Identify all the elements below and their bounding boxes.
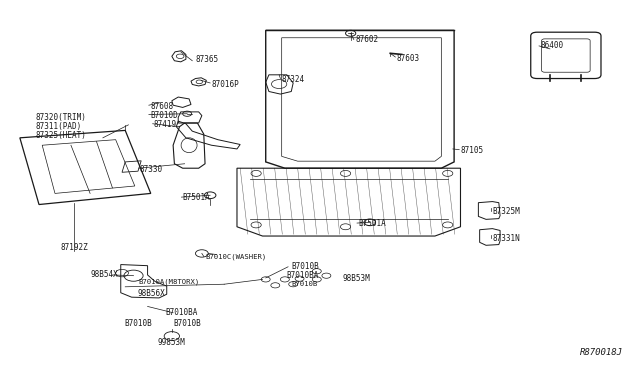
Text: B7010B: B7010B — [173, 319, 201, 328]
Text: 87603: 87603 — [397, 54, 420, 62]
Text: 87320(TRIM): 87320(TRIM) — [36, 113, 86, 122]
Text: 86400: 86400 — [540, 41, 563, 51]
Text: 87325(HEAT): 87325(HEAT) — [36, 131, 86, 141]
Text: 87608: 87608 — [151, 102, 174, 111]
Text: 87330: 87330 — [140, 165, 163, 174]
Text: 87105: 87105 — [461, 146, 484, 155]
Text: R870018J: R870018J — [580, 348, 623, 357]
Text: 87419: 87419 — [154, 121, 177, 129]
Text: 87016P: 87016P — [211, 80, 239, 89]
Text: B7010B: B7010B — [124, 319, 152, 328]
Text: 87365: 87365 — [195, 55, 219, 64]
Text: 98B53M: 98B53M — [342, 274, 370, 283]
Text: B7010C(WASHER): B7010C(WASHER) — [205, 254, 266, 260]
Text: B7010B: B7010B — [291, 281, 317, 287]
Text: 99853M: 99853M — [158, 338, 186, 347]
Text: 87324: 87324 — [282, 75, 305, 84]
Text: 87192Z: 87192Z — [60, 243, 88, 251]
Text: 87331N: 87331N — [492, 234, 520, 243]
Text: B7501A: B7501A — [182, 193, 211, 202]
Text: B7010BA: B7010BA — [287, 271, 319, 280]
Text: 87311(PAD): 87311(PAD) — [36, 122, 82, 131]
Text: B7325M: B7325M — [492, 208, 520, 217]
Text: B7501A: B7501A — [358, 219, 386, 228]
Text: B7010A(M8TORX): B7010A(M8TORX) — [138, 278, 199, 285]
Text: B7010D: B7010D — [151, 111, 179, 120]
Text: 87602: 87602 — [355, 35, 378, 44]
Text: 98B54X: 98B54X — [90, 270, 118, 279]
Text: 98B56X: 98B56X — [138, 289, 166, 298]
Text: B7010BA: B7010BA — [166, 308, 198, 317]
Text: B7010B: B7010B — [291, 262, 319, 271]
